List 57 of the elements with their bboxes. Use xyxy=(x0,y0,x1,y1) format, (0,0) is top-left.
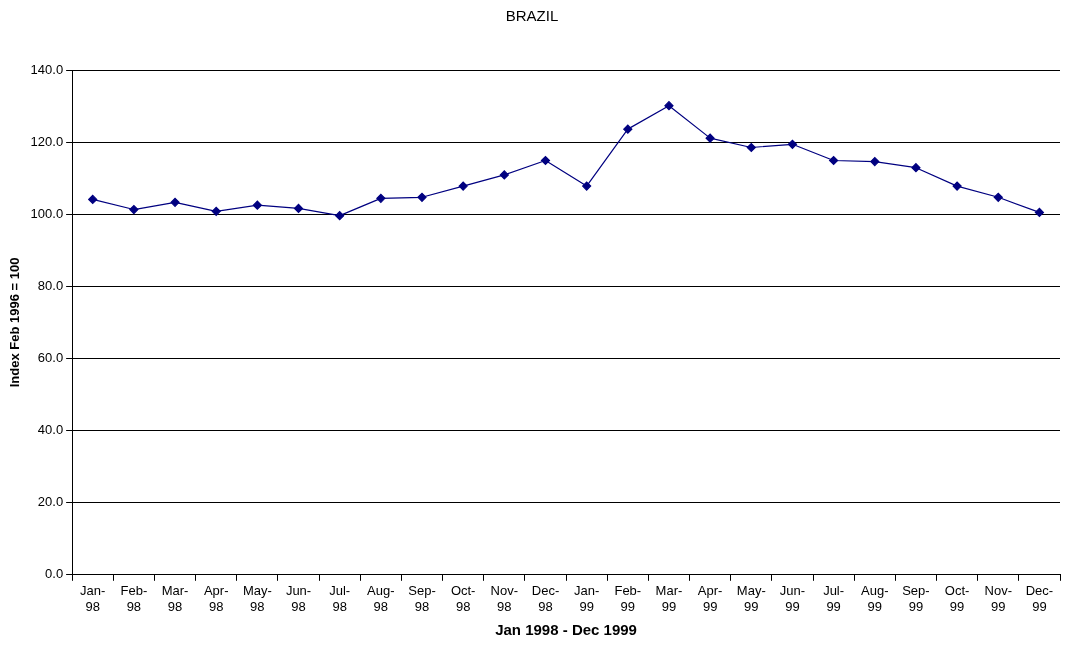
y-tick-label: 20.0 xyxy=(37,494,64,510)
x-tick-label: Sep-99 xyxy=(902,583,930,614)
point xyxy=(993,192,1003,202)
x-tick-label: Jun-98 xyxy=(285,583,312,614)
y-tick-label: 140.0 xyxy=(30,61,64,77)
point xyxy=(664,101,674,111)
chart-title: BRAZIL xyxy=(505,7,559,25)
point xyxy=(787,139,798,149)
x-tick-label: Jan-98 xyxy=(80,583,106,614)
y-tick-label: 100.0 xyxy=(30,205,64,221)
x-tick-label: Mar-98 xyxy=(161,583,189,614)
x-tick-label: Oct-98 xyxy=(450,583,476,614)
y-tick-label: 120.0 xyxy=(30,133,64,149)
point xyxy=(705,133,715,143)
y-tick-label: 40.0 xyxy=(37,422,64,438)
y-tick-label: 60.0 xyxy=(37,350,64,366)
point xyxy=(582,181,592,191)
y-axis-title: Index Feb 1996 = 100 xyxy=(7,257,23,388)
point xyxy=(211,206,221,216)
y-tick-label: 0.0 xyxy=(45,566,64,582)
point xyxy=(376,193,386,203)
point xyxy=(1034,207,1045,218)
point xyxy=(870,156,880,167)
x-tick-label: Jan-99 xyxy=(574,583,600,614)
x-tick-label: Nov-98 xyxy=(490,583,519,614)
x-tick-label: Apr-98 xyxy=(203,583,229,614)
x-tick-label: Jun-99 xyxy=(779,583,806,614)
x-tick-label: May-99 xyxy=(736,583,766,614)
x-tick-label: Jul-99 xyxy=(823,583,845,614)
x-tick-label: Dec-99 xyxy=(1025,583,1054,614)
x-tick-label: Jul-98 xyxy=(329,583,351,614)
y-tick-label: 80.0 xyxy=(37,277,64,293)
point xyxy=(911,163,921,173)
point xyxy=(129,204,139,215)
x-tick-label: Apr-99 xyxy=(697,583,723,614)
x-tick-label: Dec-98 xyxy=(531,583,560,614)
point xyxy=(952,181,962,191)
point xyxy=(746,142,756,153)
point xyxy=(623,124,633,134)
x-tick-label: Aug-99 xyxy=(861,583,889,614)
x-tick-label: Nov-99 xyxy=(984,583,1012,614)
point xyxy=(417,192,427,202)
point xyxy=(499,170,509,180)
point xyxy=(829,155,839,166)
x-tick-label: May-98 xyxy=(242,583,272,614)
x-tick-label: Sep-98 xyxy=(408,583,436,614)
point xyxy=(458,181,468,191)
point xyxy=(88,194,98,205)
point xyxy=(170,197,180,207)
x-tick-label: Oct-99 xyxy=(944,583,970,614)
x-tick-label: Feb-98 xyxy=(120,583,148,614)
x-tick-label: Mar-99 xyxy=(655,583,683,614)
x-tick-label: Feb-99 xyxy=(614,583,642,614)
x-axis-title: Jan 1998 - Dec 1999 xyxy=(495,621,637,639)
x-tick-label: Aug-98 xyxy=(367,583,395,614)
point xyxy=(252,200,262,210)
point xyxy=(335,211,345,221)
